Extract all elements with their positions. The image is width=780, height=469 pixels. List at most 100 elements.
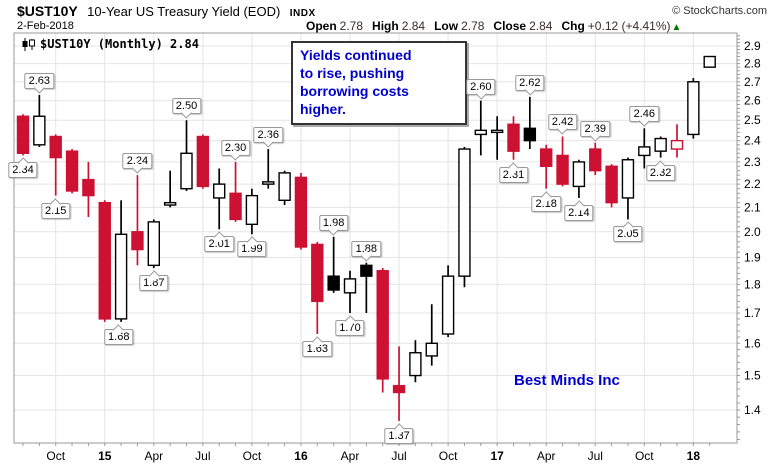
candle-body [33,115,46,146]
annotation-line: borrowing costs [300,83,409,99]
y-tick-label: 2.4 [744,134,761,148]
x-tick-label: Jul [391,449,406,463]
candle-body [409,352,422,377]
candle [458,146,471,288]
callout-label: 2.01 [204,231,234,253]
candle [16,114,30,156]
low-value: 2.78 [461,19,485,33]
candle [343,270,357,313]
x-tick-label: Oct [243,449,262,463]
candle [180,120,193,191]
candle-body [16,115,30,154]
candle-body [605,165,618,204]
high-label: High [372,19,399,33]
candle-body [163,201,177,206]
candle [605,164,618,208]
candle [245,188,259,235]
close-label: Close [493,19,527,33]
y-tick-label: 1.6 [744,336,761,350]
candle [98,200,111,322]
candle [572,159,586,198]
candle-body [229,192,242,221]
candle-body [114,233,128,320]
candle [687,78,700,139]
callout-label: 2.34 [8,157,38,179]
candle-body [474,129,487,136]
candle [114,200,128,322]
candle [262,149,275,189]
candle [638,128,651,169]
candle [507,116,520,160]
candle [147,219,161,269]
candle-body [638,146,651,157]
candle [441,265,455,338]
candle [131,175,144,266]
callout-label: 1.99 [237,236,267,258]
callout-label: 2.39 [580,120,610,142]
candle-body [294,176,308,248]
high-value: 2.84 [401,19,426,33]
header: $UST10Y 10-Year US Treasury Yield (EOD) … [17,3,316,21]
y-tick-label: 2.3 [744,155,761,169]
callout-label: 1.37 [384,423,414,444]
candle-body [703,55,716,68]
x-tick-label: Oct [635,449,654,463]
candle-body [196,135,210,188]
candle [621,157,635,220]
candle-body [458,148,471,277]
y-tick-label: 1.9 [744,250,761,264]
candle-body [490,129,504,134]
candle [278,170,291,206]
callout-label: 1.98 [318,214,349,236]
candle [294,172,308,250]
x-tick-label: Oct [439,449,458,463]
y-tick-label: 2.6 [744,94,761,108]
candle-body [180,152,193,190]
annotation-line: Yields continued [300,47,412,63]
callout-label: 2.15 [40,197,71,219]
y-tick-label: 2.5 [744,113,761,127]
y-tick-label: 1.5 [744,369,761,383]
annotation-line: to rise, pushing [300,65,405,81]
candle-body [212,183,226,199]
candle-body [311,243,324,303]
candle-body [376,270,389,380]
callout-label: 2.42 [547,114,578,136]
watermark-text: Best Minds Inc [514,372,620,389]
candle-body [441,275,455,335]
y-tick-label: 2.0 [744,225,761,239]
x-tick-label: Jul [195,449,210,463]
chg-label: Chg [561,19,585,33]
x-tick-label: Oct [46,449,65,463]
callout-label: 1.88 [351,240,382,262]
candle-body [523,127,537,142]
chart-title: 10-Year US Treasury Yield (EOD) [87,4,281,19]
candle [311,241,324,335]
y-tick-label: 2.8 [744,57,761,71]
candle [212,168,226,230]
callout-label: 1.63 [302,336,333,357]
callout-label: 2.60 [466,78,496,100]
x-tick-label: Jul [588,449,603,463]
x-tick-label: Apr [537,449,556,463]
candle-body [65,150,79,192]
candle-body [245,194,259,226]
candle [474,100,487,156]
candle-body [540,148,553,167]
x-tick-label: 17 [490,449,504,463]
callout-label: 1.87 [139,270,169,292]
x-tick-label: 15 [98,449,112,463]
chg-value: +0.12 (+4.41%) [587,19,671,33]
callout-label: 2.62 [515,74,545,96]
callout-label: 2.14 [564,200,594,221]
candle [327,236,340,293]
chart-date: 2-Feb-2018 [17,20,74,32]
callout-label: 2.24 [122,153,153,174]
callout-label: 2.50 [171,98,202,119]
x-tick-label: Apr [341,449,360,463]
candle-body [556,154,569,185]
low-label: Low [434,19,459,33]
candle [392,346,406,421]
candle [82,161,95,217]
